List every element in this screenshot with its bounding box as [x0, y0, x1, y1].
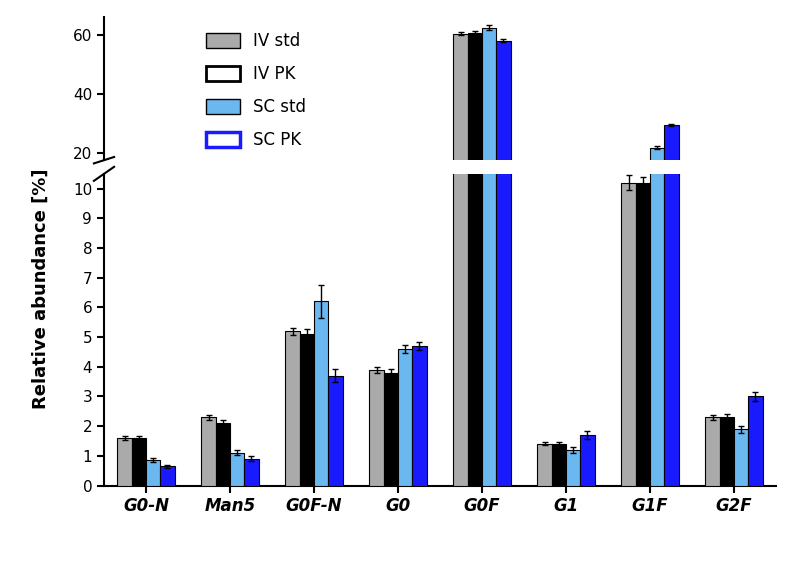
Bar	[216, 423, 230, 486]
Bar	[454, 0, 468, 486]
Bar	[286, 197, 300, 212]
Bar	[706, 205, 720, 212]
Bar	[622, 181, 636, 212]
Bar	[412, 346, 426, 486]
Bar	[496, 0, 510, 486]
Bar	[552, 444, 566, 486]
Bar	[650, 0, 664, 486]
Bar	[398, 349, 412, 486]
Bar	[160, 210, 174, 212]
Bar	[384, 373, 398, 486]
Bar	[384, 201, 398, 212]
Bar	[328, 376, 342, 486]
Bar	[748, 203, 762, 212]
Bar	[398, 198, 412, 212]
Bar	[216, 206, 230, 212]
Bar	[300, 197, 314, 212]
Bar	[748, 397, 762, 486]
Bar	[468, 32, 482, 212]
Bar	[734, 206, 748, 212]
Bar	[636, 181, 650, 212]
Bar	[580, 435, 594, 486]
Bar	[734, 429, 748, 486]
Bar	[650, 147, 664, 212]
Bar	[720, 205, 734, 212]
Bar	[300, 334, 314, 486]
Bar	[286, 331, 300, 486]
Bar	[566, 208, 580, 212]
Bar	[118, 207, 132, 212]
Bar	[132, 207, 146, 212]
Bar	[314, 194, 328, 212]
Bar	[566, 450, 580, 486]
Legend: IV std, IV PK, SC std, SC PK: IV std, IV PK, SC std, SC PK	[200, 25, 313, 156]
Bar	[482, 0, 496, 486]
Bar	[580, 207, 594, 212]
Bar	[314, 302, 328, 486]
Bar	[664, 0, 678, 486]
Bar	[230, 209, 244, 212]
Text: Relative abundance [%]: Relative abundance [%]	[32, 169, 50, 409]
Bar	[454, 34, 468, 212]
Bar	[146, 460, 160, 486]
Bar	[636, 183, 650, 486]
Bar	[706, 417, 720, 486]
Bar	[412, 198, 426, 212]
Bar	[496, 41, 510, 212]
Bar	[370, 370, 384, 486]
Bar	[244, 209, 258, 212]
Bar	[132, 438, 146, 486]
Bar	[328, 201, 342, 212]
Bar	[538, 444, 552, 486]
Bar	[230, 453, 244, 486]
Bar	[160, 466, 174, 486]
Bar	[538, 208, 552, 212]
Bar	[146, 209, 160, 212]
Bar	[118, 438, 132, 486]
Bar	[468, 0, 482, 486]
Bar	[720, 417, 734, 486]
Bar	[482, 28, 496, 212]
Bar	[370, 200, 384, 212]
Bar	[202, 205, 216, 212]
Bar	[244, 459, 258, 486]
Bar	[202, 417, 216, 486]
Bar	[622, 183, 636, 486]
Bar	[552, 208, 566, 212]
Bar	[664, 125, 678, 212]
